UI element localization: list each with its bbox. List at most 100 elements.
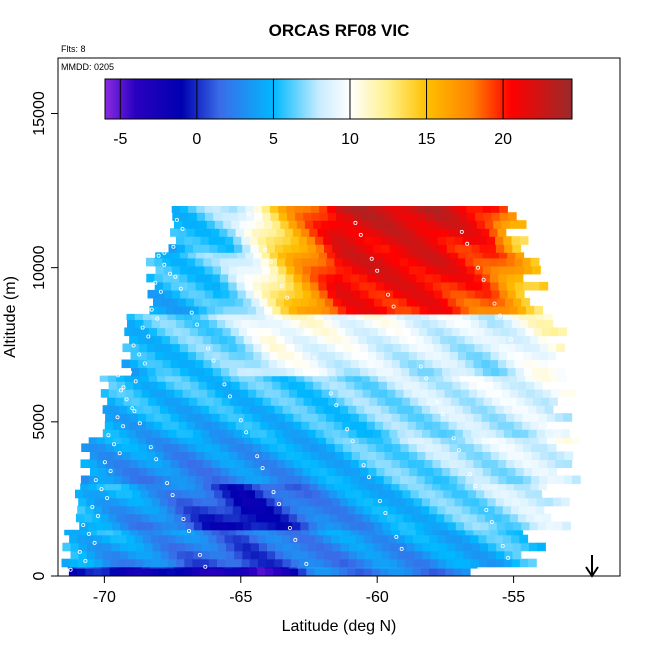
heatmap-cell — [229, 397, 239, 406]
heatmap-cell — [409, 206, 418, 213]
heatmap-cell — [331, 236, 341, 245]
heatmap-cell — [270, 367, 279, 377]
heatmap-cell — [170, 228, 179, 237]
heatmap-cell — [234, 521, 244, 531]
heatmap-cell — [400, 273, 409, 283]
heatmap-cell — [422, 244, 431, 253]
flight-point — [165, 481, 170, 486]
heatmap-cell — [264, 513, 273, 523]
heatmap-cell — [484, 375, 494, 382]
flight-point — [142, 361, 147, 366]
heatmap-cell — [482, 443, 491, 452]
heatmap-cell — [372, 534, 381, 544]
heatmap-cell — [548, 343, 557, 353]
heatmap-cell — [208, 534, 218, 544]
heatmap-cell — [401, 212, 411, 221]
heatmap-cell — [196, 367, 206, 377]
heatmap-cell — [392, 451, 402, 460]
heatmap-cell — [457, 443, 467, 452]
heatmap-cell — [503, 558, 513, 568]
x-tick-label: -65 — [229, 589, 252, 606]
heatmap-cell — [152, 550, 162, 560]
heatmap-cell — [342, 459, 352, 468]
heatmap-cell — [258, 319, 267, 329]
heatmap-cell — [366, 483, 376, 491]
heatmap-cell — [168, 497, 177, 507]
heatmap-cell — [511, 319, 521, 329]
heatmap-cell — [466, 367, 476, 377]
heatmap-cell — [302, 281, 311, 291]
heatmap-cell — [253, 351, 263, 361]
heatmap-cell — [299, 550, 309, 560]
heatmap-cell — [380, 505, 389, 515]
flight-point — [227, 394, 232, 399]
heatmap-cell — [334, 281, 344, 291]
flight-point — [301, 331, 306, 336]
heatmap-cell — [359, 443, 369, 452]
heatmap-cell — [242, 542, 252, 552]
heatmap-cell — [367, 459, 376, 468]
heatmap-cell — [402, 375, 412, 382]
heatmap-cell — [412, 505, 422, 515]
heatmap-cell — [480, 297, 490, 307]
heatmap-cell — [365, 550, 374, 560]
heatmap-cell — [497, 421, 507, 430]
heatmap-cell — [244, 529, 254, 536]
heatmap-cell — [448, 335, 458, 345]
heatmap-cell — [330, 505, 340, 515]
heatmap-cell — [375, 459, 384, 468]
heatmap-cell — [135, 497, 145, 507]
heatmap-cell — [400, 443, 410, 452]
heatmap-cell — [326, 257, 335, 267]
heatmap-cell — [302, 252, 312, 259]
heatmap-cell — [157, 381, 167, 390]
heatmap-cell — [471, 429, 480, 438]
heatmap-cell — [388, 319, 398, 329]
heatmap-cell — [561, 429, 570, 438]
heatmap-cell — [530, 459, 540, 468]
flight-point — [203, 564, 208, 569]
heatmap-cell — [441, 343, 451, 353]
heatmap-cell — [196, 343, 205, 353]
heatmap-cell — [358, 228, 368, 237]
heatmap-cell — [520, 497, 529, 507]
heatmap-cell — [438, 542, 448, 552]
heatmap-cell — [269, 281, 279, 291]
heatmap-cell — [306, 236, 316, 245]
heatmap-cell — [62, 542, 72, 552]
heatmap-cell — [113, 459, 123, 468]
heatmap-cell — [296, 375, 305, 382]
heatmap-cell — [105, 475, 115, 485]
heatmap-cell — [184, 429, 194, 438]
heatmap-cell — [479, 244, 489, 253]
heatmap-cell — [538, 483, 548, 491]
heatmap-cell — [190, 513, 200, 523]
heatmap-cell — [283, 542, 293, 552]
heatmap-cell — [424, 421, 433, 430]
heatmap-cell — [466, 343, 475, 353]
heatmap-cell — [146, 257, 155, 267]
heatmap-cell — [412, 534, 422, 544]
heatmap-cell — [195, 413, 204, 422]
heatmap-cell — [281, 568, 291, 576]
heatmap-cell — [505, 335, 515, 345]
heatmap-cell — [556, 351, 565, 361]
heatmap-cell — [89, 475, 98, 485]
heatmap-cell — [379, 568, 389, 576]
heatmap-cell — [465, 281, 475, 291]
heatmap-cell — [417, 467, 427, 477]
heatmap-cell — [415, 483, 425, 491]
heatmap-cell — [290, 405, 300, 414]
heatmap-cell — [405, 236, 414, 245]
heatmap-cell — [127, 558, 136, 568]
heatmap-cell — [295, 397, 305, 406]
heatmap-cell — [425, 289, 435, 299]
flight-track-points — [68, 211, 513, 572]
heatmap-cell — [310, 273, 319, 283]
heatmap-cell — [195, 281, 205, 291]
heatmap-cell — [201, 550, 211, 560]
heatmap-cell — [331, 534, 340, 544]
heatmap-cell — [350, 459, 360, 468]
heatmap-cell — [255, 305, 265, 315]
heatmap-cell — [129, 529, 139, 536]
